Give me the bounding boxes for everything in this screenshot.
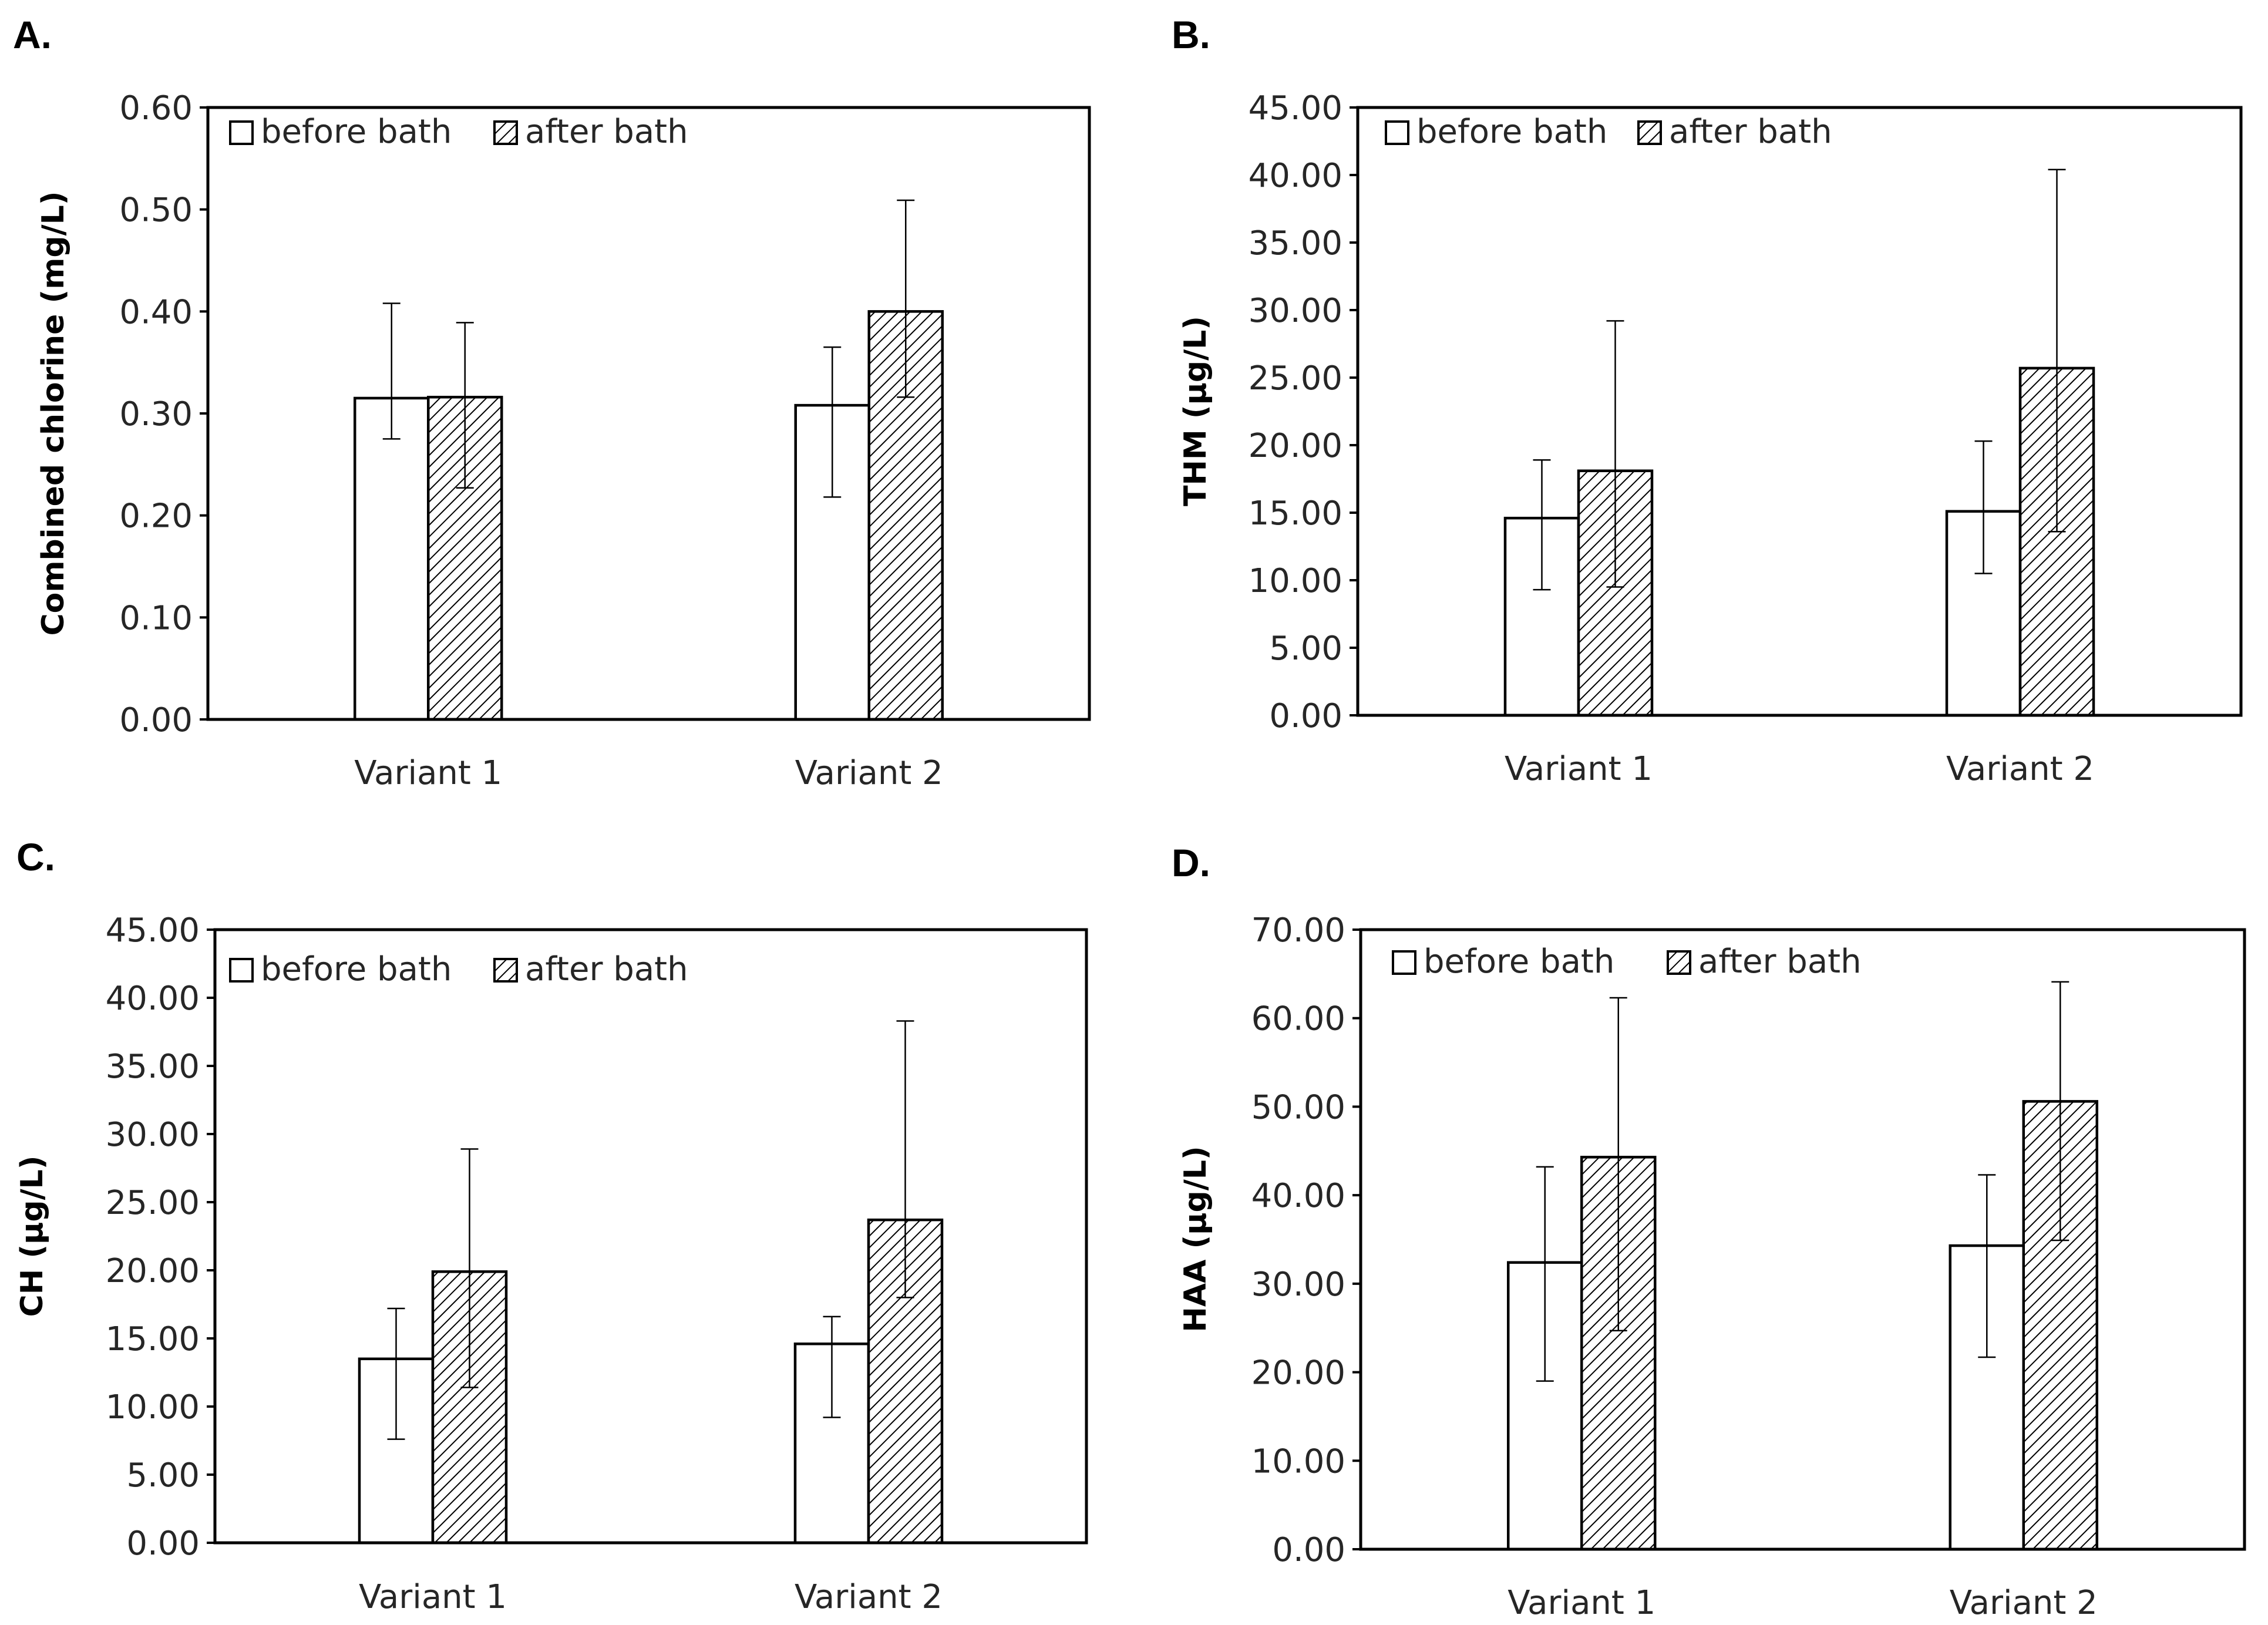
legend-swatch-before-bath xyxy=(1385,120,1409,145)
y-tick-label: 0.00 xyxy=(1269,697,1342,735)
y-tick-label: 35.00 xyxy=(106,1048,200,1086)
plot-frame xyxy=(206,106,1091,721)
y-tick-label: 0.00 xyxy=(119,701,193,739)
y-axis-label: CH (µg/L) xyxy=(15,1156,50,1317)
legend-label-after-bath: after bath xyxy=(525,950,688,988)
y-tick-label: 10.00 xyxy=(1249,562,1342,600)
plot-frame xyxy=(1359,928,2246,1551)
y-tick-label: 35.00 xyxy=(1249,224,1342,263)
legend-swatch-after-bath xyxy=(493,120,518,145)
legend-label-after-bath: after bath xyxy=(1669,113,1832,151)
y-tick-label: 0.30 xyxy=(119,395,193,433)
y-axis-label: THM (µg/L) xyxy=(1178,316,1213,506)
y-tick-label: 5.00 xyxy=(1269,630,1342,668)
legend-label-before-bath: before bath xyxy=(261,113,452,151)
y-tick-label: 15.00 xyxy=(106,1320,200,1358)
y-tick-label: 0.60 xyxy=(119,89,193,127)
y-tick-label: 15.00 xyxy=(1249,494,1342,533)
plot-frame xyxy=(1356,106,2243,717)
y-tick-label: 45.00 xyxy=(1249,89,1342,127)
x-category-label: Variant 1 xyxy=(354,754,502,792)
y-tick-label: 25.00 xyxy=(1249,359,1342,398)
chart-panel-4: D. HAA (µg/L) 0.00 10.00 20.00 30.00 40.00 50.0… xyxy=(1172,841,2246,1622)
legend-swatch-before-bath xyxy=(1392,950,1416,975)
y-tick-label: 0.10 xyxy=(119,599,193,637)
legend-label-after-bath: after bath xyxy=(525,113,688,151)
y-tick-label: 60.00 xyxy=(1251,1000,1345,1038)
chart-panel-3: C. CH (µg/L) 0.00 5.00 10.00 15.00 20.00 25.00 3… xyxy=(15,835,1088,1616)
y-tick-label: 40.00 xyxy=(1249,157,1342,195)
y-tick-label: 0.00 xyxy=(126,1525,200,1563)
y-tick-label: 70.00 xyxy=(1251,911,1345,950)
y-tick-label: 30.00 xyxy=(106,1116,200,1154)
panel-letter: B. xyxy=(1172,13,1210,56)
x-category-label: Variant 2 xyxy=(795,754,943,792)
y-tick-label: 30.00 xyxy=(1251,1266,1345,1304)
x-category-label: Variant 2 xyxy=(1950,1584,2098,1622)
y-tick-label: 20.00 xyxy=(1249,427,1342,465)
y-tick-label: 0.00 xyxy=(1272,1531,1345,1569)
y-tick-label: 10.00 xyxy=(106,1388,200,1426)
legend-swatch-before-bath xyxy=(229,958,254,983)
legend-swatch-after-bath xyxy=(1637,120,1662,145)
y-tick-label: 45.00 xyxy=(106,911,200,950)
plot-frame xyxy=(213,928,1088,1545)
y-axis-label: Combined chlorine (mg/L) xyxy=(36,191,71,635)
legend-swatch-after-bath xyxy=(1667,950,1691,975)
y-tick-label: 0.20 xyxy=(119,497,193,536)
y-tick-label: 5.00 xyxy=(126,1456,200,1495)
y-tick-label: 40.00 xyxy=(1251,1177,1345,1215)
legend-label-before-bath: before bath xyxy=(261,950,452,988)
panel-letter: A. xyxy=(13,13,52,56)
legend-label-before-bath: before bath xyxy=(1424,943,1614,981)
y-axis-label: HAA (µg/L) xyxy=(1178,1146,1213,1332)
y-tick-label: 20.00 xyxy=(1251,1354,1345,1392)
y-tick-label: 0.40 xyxy=(119,293,193,331)
x-category-label: Variant 1 xyxy=(359,1578,507,1616)
chart-panel-1: A. Combined chlorine (mg/L) 0.00 0.10 0.20 0.… xyxy=(13,13,1091,792)
y-tick-label: 30.00 xyxy=(1249,292,1342,330)
y-tick-label: 25.00 xyxy=(106,1184,200,1222)
legend-swatch-before-bath xyxy=(229,120,254,145)
chart-panel-2: B. THM (µg/L) 0.00 5.00 10.00 15.00 20.00 25.00… xyxy=(1172,13,2243,788)
bar-before-bath-1 xyxy=(354,396,430,721)
x-category-label: Variant 2 xyxy=(1946,750,2094,788)
legend-swatch-after-bath xyxy=(493,958,518,983)
y-tick-label: 0.50 xyxy=(119,191,193,230)
x-category-label: Variant 1 xyxy=(1507,1584,1655,1622)
panel-letter: C. xyxy=(16,835,55,879)
y-tick-label: 40.00 xyxy=(106,980,200,1018)
y-tick-label: 10.00 xyxy=(1251,1442,1345,1481)
y-tick-label: 50.00 xyxy=(1251,1088,1345,1126)
y-tick-label: 20.00 xyxy=(106,1252,200,1290)
panel-letter: D. xyxy=(1172,841,1210,884)
legend-label-after-bath: after bath xyxy=(1698,943,1862,981)
x-category-label: Variant 1 xyxy=(1505,750,1653,788)
x-category-label: Variant 2 xyxy=(795,1578,943,1616)
legend-label-before-bath: before bath xyxy=(1416,113,1607,151)
